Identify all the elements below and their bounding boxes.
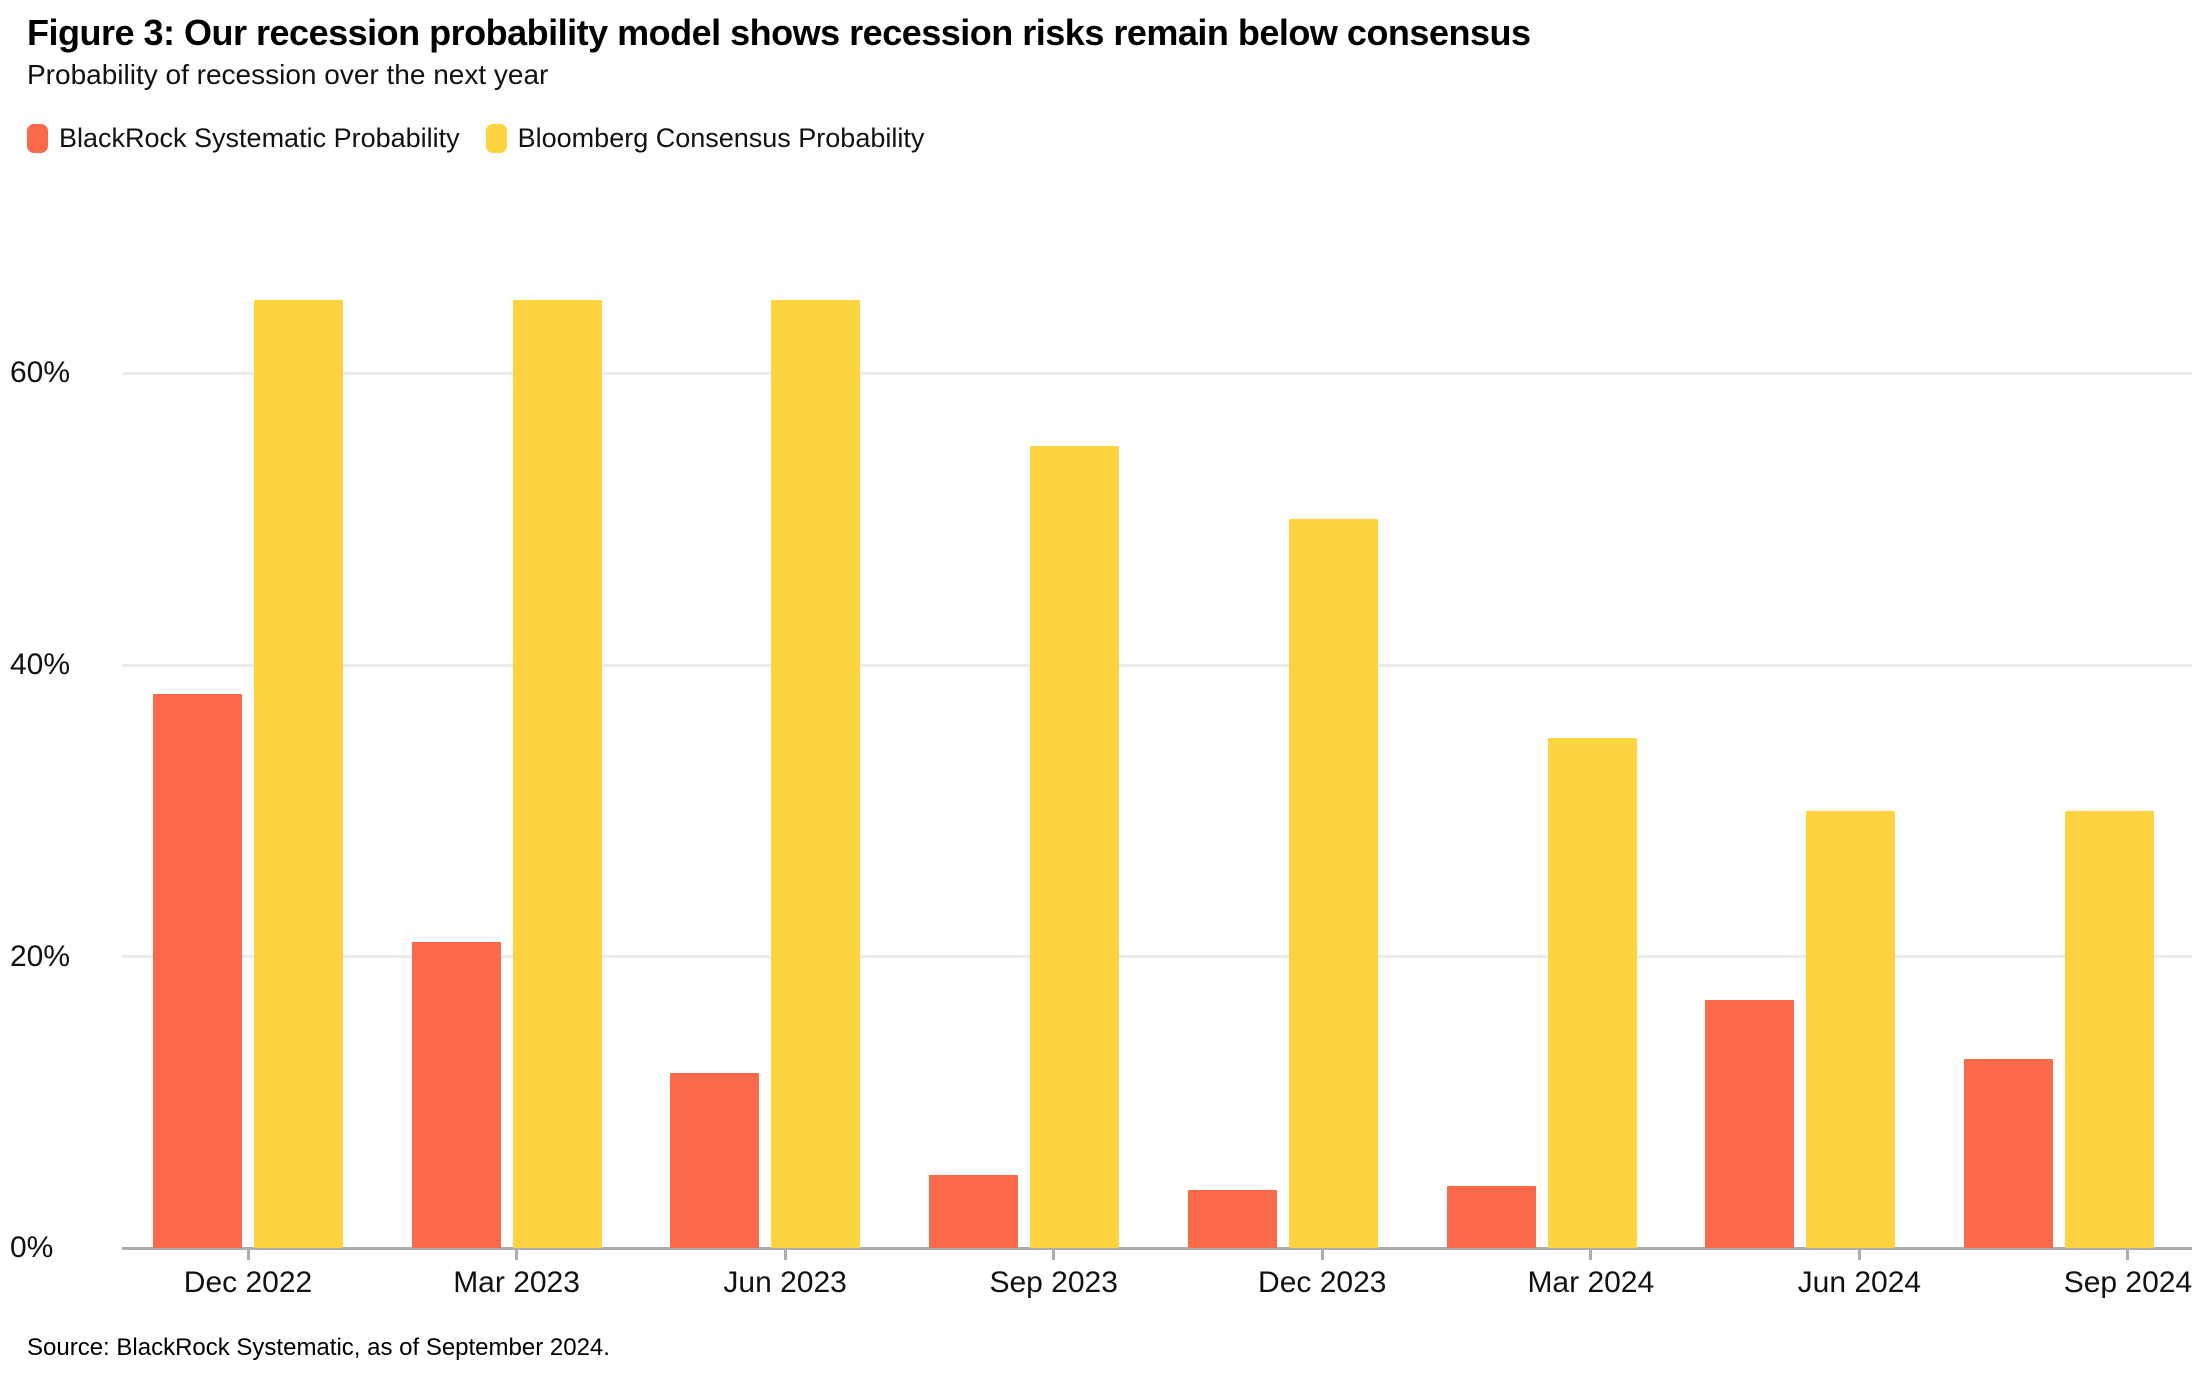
y-tick-label-20: 20% <box>10 939 71 973</box>
x-axis: Dec 2022 Mar 2023 Jun 2023 Sep 2023 Dec 2023… <box>122 1248 2204 1300</box>
x-axis-cell-mar-2024: Mar 2024 <box>1496 1248 1686 1300</box>
bar-blackrock-sep-2023 <box>929 1175 1019 1249</box>
x-tick-label-sep-2023: Sep 2023 <box>989 1266 1118 1300</box>
x-tick-mark <box>2126 1248 2130 1261</box>
legend: BlackRock Systematic Probability Bloombe… <box>27 123 2192 153</box>
bar-bloomberg-jun-2024 <box>1806 810 1896 1249</box>
y-tick-label-60: 60% <box>10 356 71 390</box>
legend-label-bloomberg: Bloomberg Consensus Probability <box>517 122 925 153</box>
bar-blackrock-mar-2024 <box>1446 1185 1536 1249</box>
bar-bloomberg-jun-2023 <box>771 300 861 1249</box>
x-tick-label-sep-2024: Sep 2024 <box>2063 1266 2193 1300</box>
x-tick-label-jun-2023: Jun 2023 <box>723 1266 847 1300</box>
x-tick-label-dec-2023: Dec 2023 <box>1258 1266 1387 1300</box>
x-tick-mark <box>246 1248 250 1261</box>
bar-group-dec-2023 <box>1187 300 1378 1249</box>
bar-group-jun-2023 <box>670 300 861 1249</box>
legend-item-blackrock: BlackRock Systematic Probability <box>27 123 460 154</box>
bar-blackrock-dec-2023 <box>1187 1190 1277 1249</box>
bloomberg-series-swatch-icon <box>485 123 507 153</box>
x-tick-mark <box>515 1248 519 1261</box>
bar-group-sep-2023 <box>929 300 1120 1249</box>
gridline-20 <box>122 955 2192 959</box>
x-axis-cell-sep-2023: Sep 2023 <box>959 1248 1149 1300</box>
x-tick-label-mar-2023: Mar 2023 <box>453 1266 580 1300</box>
x-tick-mark <box>1857 1248 1861 1261</box>
x-tick-mark <box>1320 1248 1324 1261</box>
bar-group-mar-2024 <box>1446 300 1637 1249</box>
bar-bloomberg-sep-2024 <box>2064 810 2154 1249</box>
gridline-60 <box>122 371 2192 375</box>
gridline-40 <box>122 663 2192 667</box>
bar-group-sep-2024 <box>1963 300 2154 1249</box>
y-tick-label-0: 0% <box>10 1231 54 1265</box>
chart-plot-area: 0% 20% 40% 60% <box>10 300 2192 1264</box>
bars-layer <box>122 300 2192 1249</box>
x-axis-cell-sep-2024: Sep 2024 <box>2033 1248 2204 1300</box>
bar-blackrock-sep-2024 <box>1963 1058 2053 1249</box>
legend-label-blackrock: BlackRock Systematic Probability <box>59 122 460 153</box>
bar-bloomberg-dec-2023 <box>1288 519 1378 1249</box>
figure-title: Figure 3: Our recession probability mode… <box>27 12 1531 53</box>
y-tick-label-40: 40% <box>10 648 71 682</box>
bar-bloomberg-mar-2024 <box>1547 737 1637 1249</box>
x-tick-label-mar-2024: Mar 2024 <box>1527 1266 1655 1300</box>
x-axis-cell-jun-2024: Jun 2024 <box>1764 1248 1954 1300</box>
bar-group-dec-2022 <box>153 300 343 1249</box>
x-axis-cell-mar-2023: Mar 2023 <box>422 1248 612 1300</box>
source-note: Source: BlackRock Systematic, as of Sept… <box>27 1334 610 1362</box>
bar-bloomberg-mar-2023 <box>512 300 602 1249</box>
x-tick-label-dec-2022: Dec 2022 <box>183 1266 313 1300</box>
x-tick-mark <box>1589 1248 1593 1261</box>
bar-blackrock-jun-2024 <box>1705 1000 1795 1249</box>
bar-group-mar-2023 <box>411 300 602 1249</box>
bar-bloomberg-dec-2022 <box>254 300 343 1249</box>
legend-item-bloomberg: Bloomberg Consensus Probability <box>485 122 925 154</box>
x-axis-cell-dec-2022: Dec 2022 <box>153 1248 343 1300</box>
x-tick-mark <box>1052 1248 1056 1261</box>
x-axis-baseline <box>122 1246 2192 1250</box>
figure-subtitle: Probability of recession over the next y… <box>27 59 549 90</box>
bar-blackrock-mar-2023 <box>411 942 501 1249</box>
x-tick-label-jun-2024: Jun 2024 <box>1797 1266 1922 1300</box>
x-axis-cell-jun-2023: Jun 2023 <box>690 1248 880 1300</box>
bar-blackrock-dec-2022 <box>153 694 242 1249</box>
bar-bloomberg-sep-2023 <box>1030 446 1120 1249</box>
x-axis-cell-dec-2023: Dec 2023 <box>1227 1248 1417 1300</box>
bar-group-jun-2024 <box>1705 300 1896 1249</box>
blackrock-series-swatch-icon <box>27 123 48 153</box>
bar-blackrock-jun-2023 <box>670 1073 760 1249</box>
x-tick-mark <box>783 1248 787 1261</box>
